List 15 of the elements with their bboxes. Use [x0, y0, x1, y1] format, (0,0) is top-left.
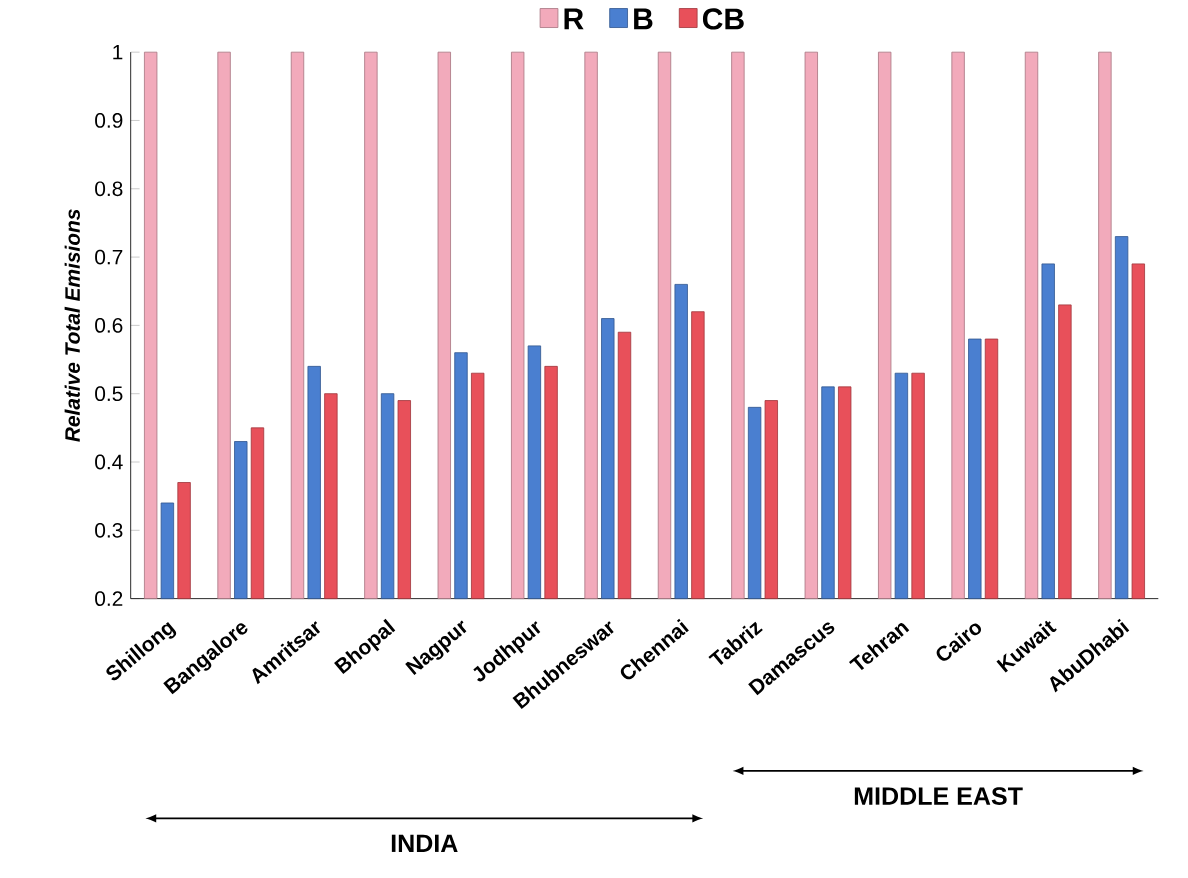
legend-label: CB	[702, 8, 744, 30]
text: MIDDLE EAST	[854, 787, 1023, 805]
y-tick-label: 0.5	[95, 386, 123, 402]
y-tick-label: 0.9	[95, 113, 123, 128]
y-tick-label: 0.4	[95, 454, 123, 470]
y-tick-label: 0.8	[95, 181, 123, 197]
y-axis-title: Relative Total Emisions	[64, 209, 80, 442]
y-tick-label: 0.2	[95, 591, 123, 607]
legend-label: R	[564, 8, 584, 30]
y-tick-label: 0.3	[95, 523, 123, 538]
text: INDIA	[391, 834, 458, 853]
y-tick-label: 0.6	[95, 318, 123, 333]
legend-label: B	[634, 8, 653, 30]
y-tick-label: 1	[113, 45, 123, 60]
y-tick-label: 0.7	[95, 249, 123, 265]
